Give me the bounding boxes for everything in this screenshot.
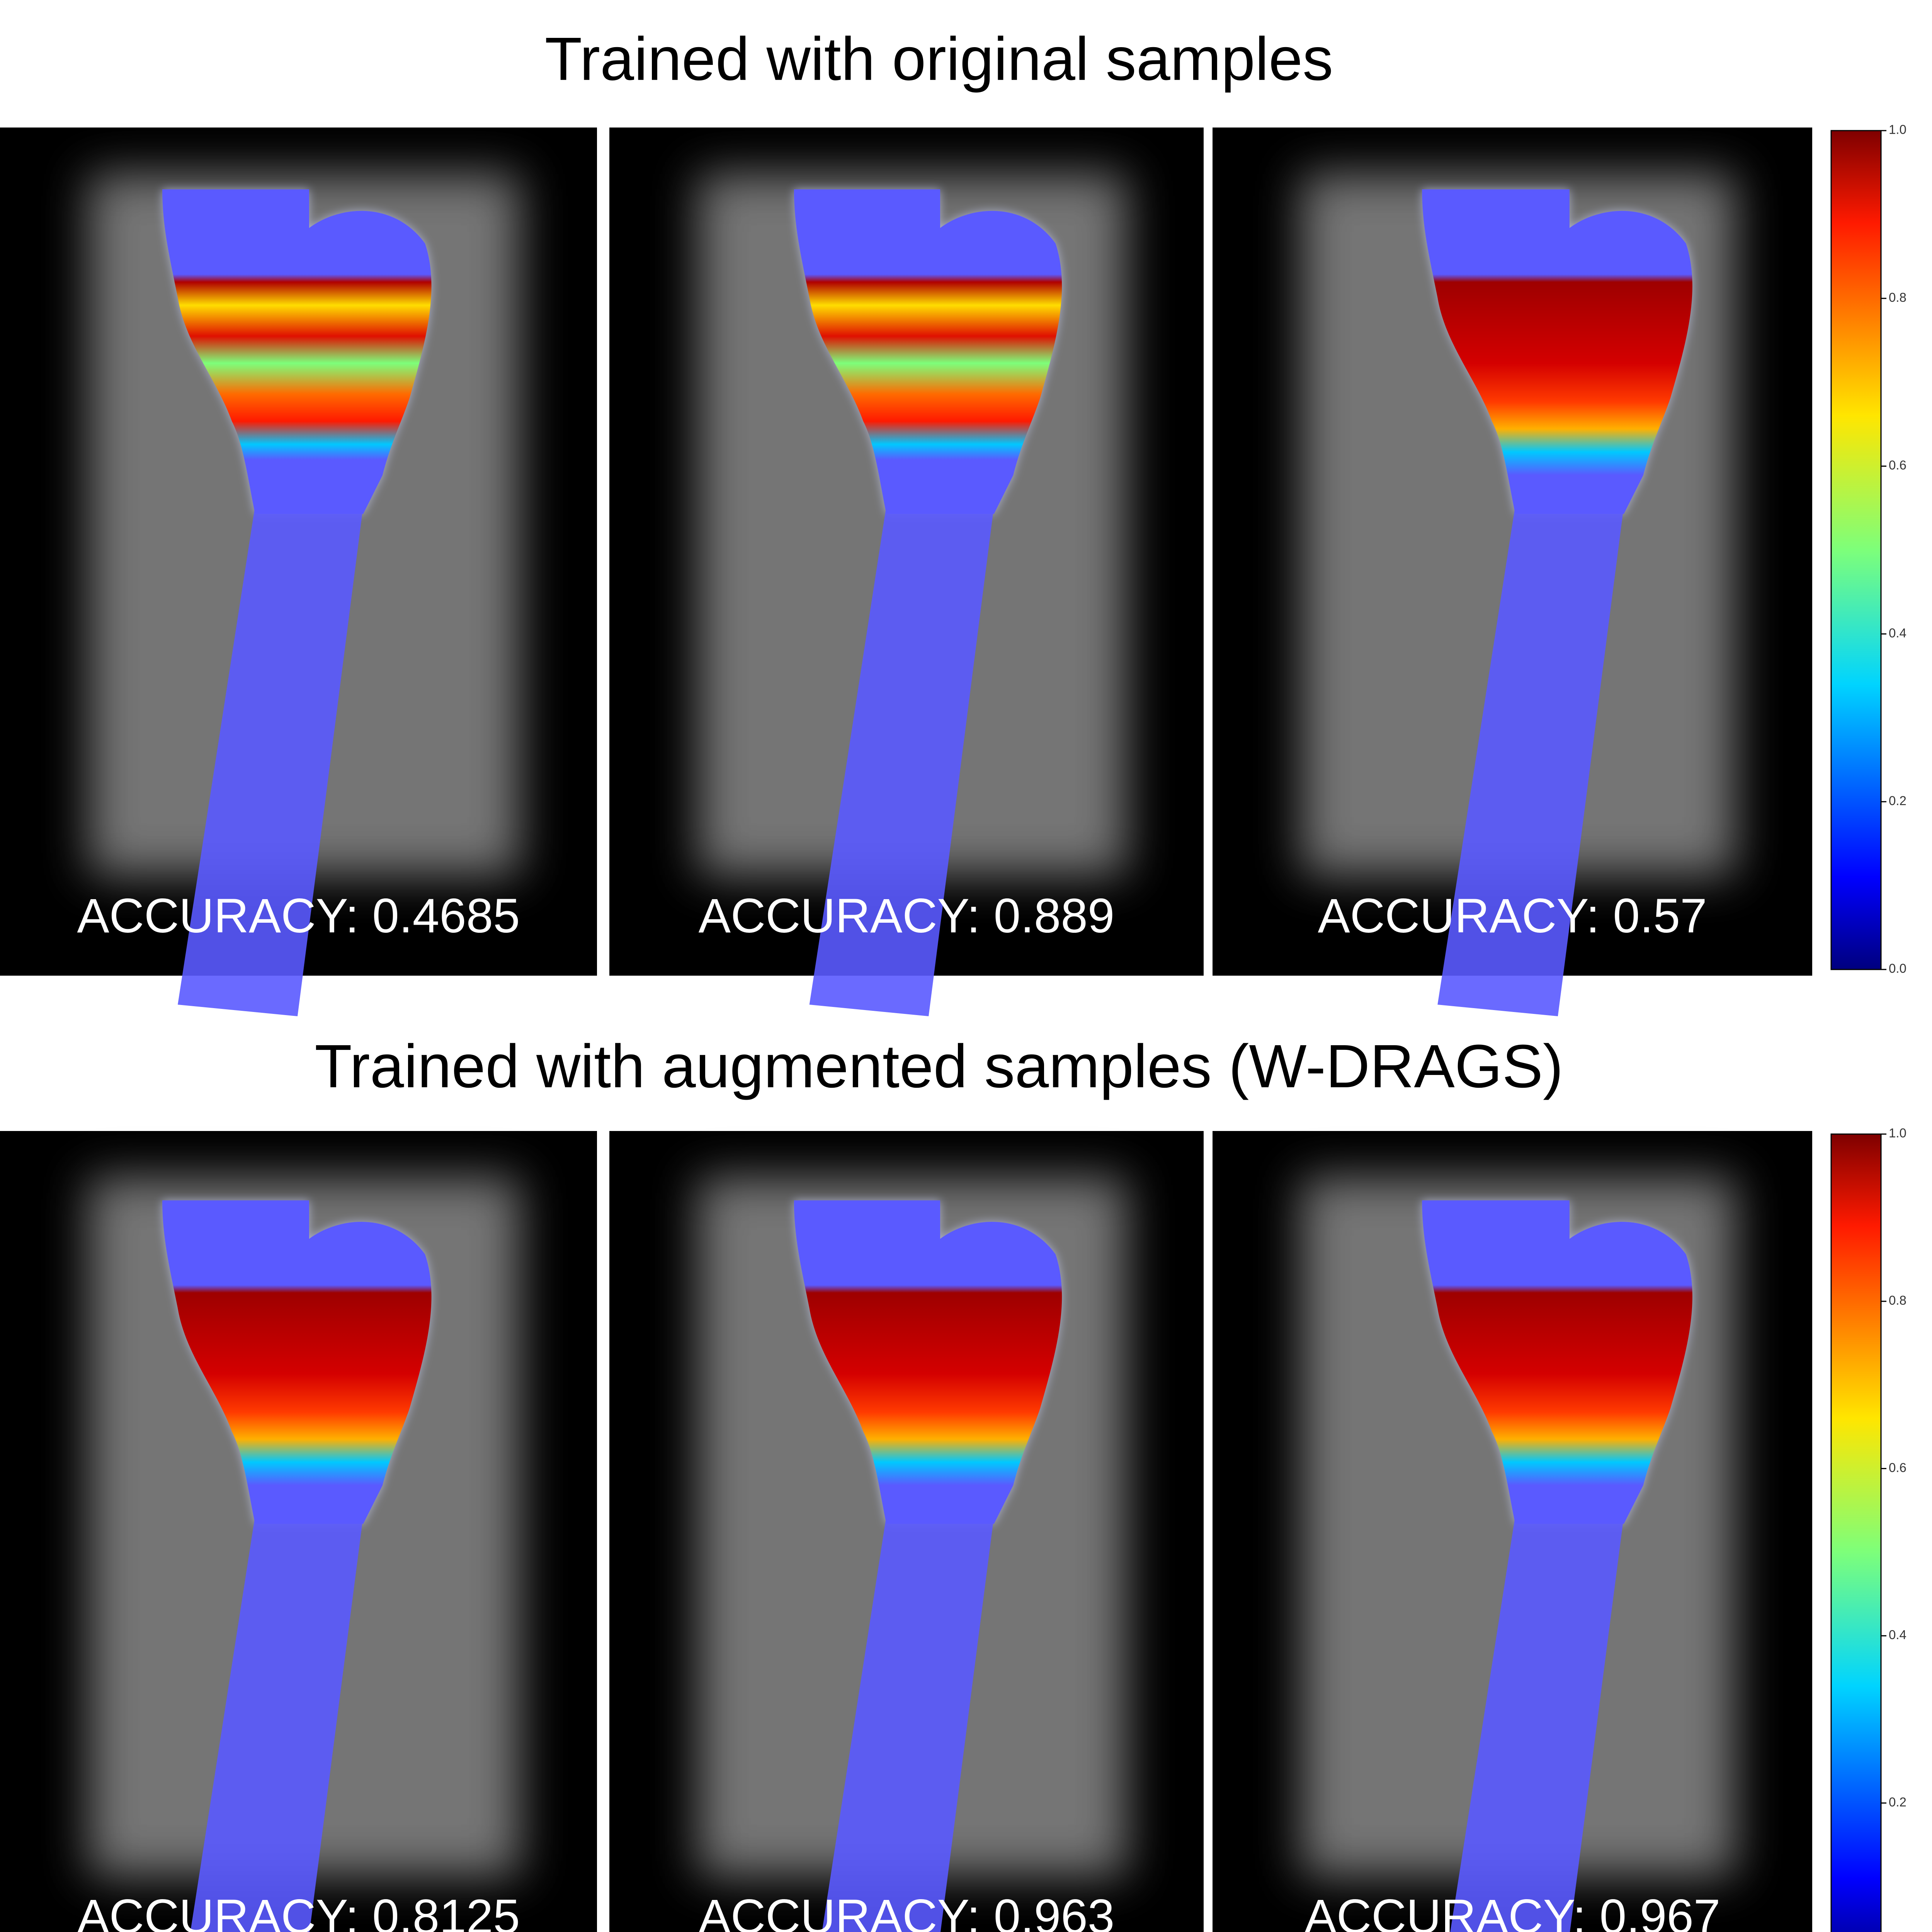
colorbar-tick-label: 1.0 (1889, 122, 1906, 137)
colorbar (1830, 1133, 1882, 1932)
bone (1422, 189, 1692, 1016)
colorbar-tick-label: 0.4 (1889, 626, 1906, 640)
colorbar-tick-label: 0.4 (1889, 1628, 1906, 1642)
colorbar-tick-label: 0.2 (1889, 1795, 1906, 1809)
bone (794, 189, 1062, 1016)
panel: ACCURACY: 0.8125 (0, 1131, 597, 1932)
accuracy-label: ACCURACY: 0.967 (1304, 1890, 1721, 1932)
accuracy-label: ACCURACY: 0.963 (699, 1890, 1115, 1932)
colorbar (1830, 130, 1882, 970)
bone-shaft (190, 1516, 363, 1932)
bone-shaft (178, 506, 363, 1016)
accuracy-label: ACCURACY: 0.8125 (77, 1890, 520, 1932)
colorbar-tick-label: 0.8 (1889, 1293, 1906, 1308)
panel: ACCURACY: 0.57 (1213, 128, 1812, 1016)
panel: ACCURACY: 0.963 (609, 1131, 1204, 1932)
panel: ACCURACY: 0.967 (1213, 1131, 1812, 1932)
colorbar-tick-label: 1.0 (1889, 1126, 1906, 1140)
accuracy-label: ACCURACY: 0.57 (1318, 889, 1707, 943)
bone-shaft (1450, 1516, 1624, 1932)
panel: ACCURACY: 0.889 (609, 128, 1204, 1016)
bone-shaft (809, 506, 994, 1016)
colorbar-tick-label: 0.8 (1889, 290, 1906, 304)
colorbar-tick-label: 0.0 (1889, 961, 1906, 976)
colorbar-tick-label: 0.2 (1889, 794, 1906, 808)
bone-shaft (1437, 506, 1624, 1016)
row-title: Trained with original samples (545, 25, 1333, 93)
accuracy-label: ACCURACY: 0.4685 (77, 889, 520, 943)
colorbar-tick-label: 0.6 (1889, 1460, 1906, 1475)
row-title: Trained with augmented samples (W-DRAGS) (315, 1032, 1563, 1100)
colorbar-tick-label: 0.6 (1889, 458, 1906, 472)
bone-shaft (822, 1516, 994, 1932)
accuracy-label: ACCURACY: 0.889 (699, 889, 1115, 943)
bone (162, 189, 432, 1016)
panel: ACCURACY: 0.4685 (0, 128, 597, 1016)
bone (1422, 1200, 1692, 1932)
